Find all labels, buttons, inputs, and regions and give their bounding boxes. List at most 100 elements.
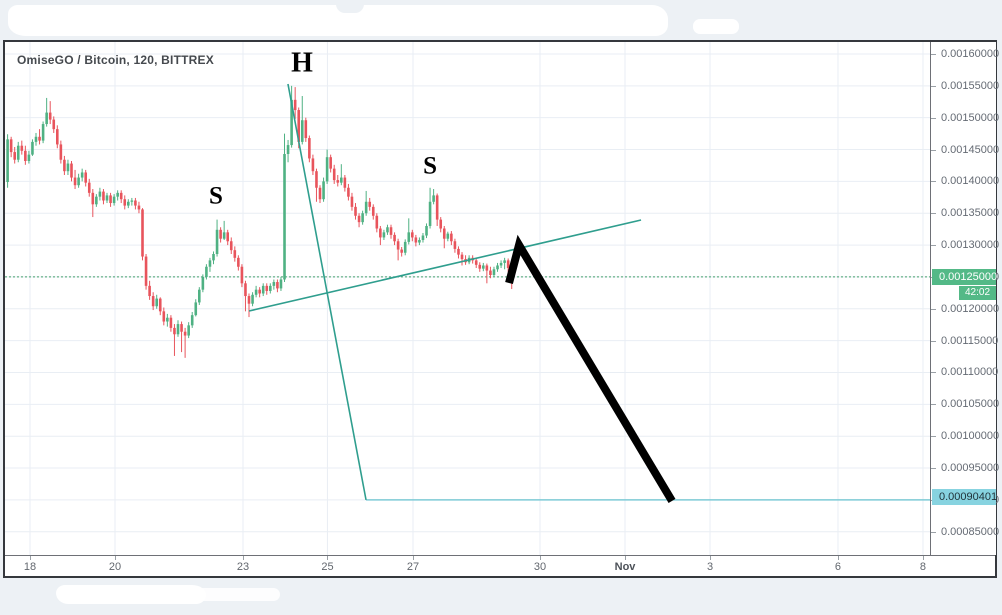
candle-body	[77, 177, 80, 186]
candle-body	[52, 119, 56, 130]
head-and-shoulders-label-shoulder[interactable]: S	[423, 153, 437, 180]
candle-body	[247, 296, 251, 304]
price-tick-dash	[931, 213, 936, 214]
candle-body	[226, 232, 230, 242]
candle-body	[396, 241, 400, 250]
head-breakdown-line[interactable]	[287, 83, 367, 501]
whiteout-smudge	[195, 588, 280, 601]
candle-body	[102, 191, 105, 201]
candle-body	[308, 138, 311, 159]
neckline[interactable]	[248, 219, 642, 312]
candle-body	[375, 215, 379, 229]
time-tick-label: 30	[533, 561, 547, 573]
candle-body	[311, 158, 315, 172]
candle-body	[9, 139, 13, 153]
candle-body	[134, 200, 137, 206]
candle-body	[34, 136, 38, 142]
candle-body	[162, 311, 166, 322]
candle-body	[63, 159, 66, 172]
time-tick-dash	[30, 556, 31, 560]
candle-body	[173, 327, 176, 335]
candle-body	[198, 289, 201, 303]
candle-body	[80, 172, 84, 178]
whiteout-smudge	[56, 585, 206, 604]
candle-body	[265, 285, 269, 291]
candle-body	[176, 324, 180, 335]
candle-body	[354, 206, 357, 216]
price-axis[interactable]: 0.00125000 42:02 0.00090401 0.00160000 0.…	[930, 42, 1000, 555]
candle-body	[141, 209, 144, 257]
time-tick-dash	[327, 556, 328, 560]
candle-body	[13, 152, 16, 160]
time-tick-label: Nov	[614, 561, 636, 573]
candle-body	[400, 249, 403, 253]
candle-body	[329, 157, 332, 169]
candle-body	[379, 228, 382, 238]
candle-body	[56, 129, 59, 145]
candle-body	[435, 195, 439, 220]
price-tick-dash	[931, 309, 936, 310]
price-tick-dash	[931, 532, 936, 533]
time-tick-label: 3	[706, 561, 714, 573]
candle-body	[485, 265, 489, 271]
candle-body	[418, 239, 421, 243]
price-tick-label: 0.00085000	[941, 525, 1000, 538]
candle-body	[73, 177, 77, 186]
candle-body	[201, 276, 205, 290]
candle-body	[428, 201, 432, 226]
head-and-shoulders-label-head[interactable]: H	[291, 47, 313, 78]
head-and-shoulders-label-shoulder[interactable]: S	[209, 183, 223, 210]
time-axis[interactable]: 18 20 23 25 27 30 Nov 3 6 8	[5, 555, 995, 575]
price-tick-label: 0.00135000	[941, 207, 1000, 220]
price-tick-label: 0.00140000	[941, 175, 1000, 188]
candle-body	[442, 228, 446, 239]
candle-body	[332, 168, 336, 181]
candle-body	[371, 206, 375, 216]
candle-body	[119, 192, 123, 200]
candle-body	[208, 260, 212, 267]
price-tick-label: 0.00115000	[941, 334, 999, 347]
candle-body	[31, 141, 34, 155]
candle-body	[194, 302, 198, 316]
price-tick-label: 0.00155000	[941, 79, 1000, 92]
candle-body	[272, 282, 276, 286]
candle-body	[109, 195, 112, 204]
symbol-title: OmiseGO / Bitcoin, 120, BITTREX	[17, 53, 214, 67]
price-tick-dash	[931, 341, 936, 342]
target-price-badge: 0.00090401	[932, 489, 997, 506]
candlestick-plot-canvas[interactable]: S H S	[5, 42, 930, 555]
price-tick-label: 0.00100000	[941, 430, 1000, 443]
price-tick-dash	[931, 150, 936, 151]
candle-body	[27, 154, 31, 161]
candle-body	[283, 153, 286, 280]
candle-body	[389, 227, 393, 235]
price-tick-dash	[931, 436, 936, 437]
time-tick-label: 27	[406, 561, 420, 573]
candle-body	[84, 172, 88, 183]
candle-body	[187, 325, 190, 336]
price-tick-dash	[931, 245, 936, 246]
price-tick-label: 0.00105000	[941, 398, 1000, 411]
candle-body	[411, 232, 414, 238]
candle-body	[215, 229, 219, 255]
price-tick-label: 0.00110000	[941, 366, 999, 379]
candle-body	[98, 191, 102, 197]
candle-body	[16, 145, 20, 160]
candle-body	[386, 227, 389, 233]
time-tick-dash	[540, 556, 541, 560]
price-tick-dash	[931, 86, 936, 87]
candle-body	[66, 163, 70, 172]
candle-body	[251, 294, 254, 304]
candle-body	[41, 124, 45, 141]
price-tick-dash	[931, 404, 936, 405]
time-tick-label: 8	[919, 561, 927, 573]
price-tick-dash	[931, 181, 936, 182]
candle-countdown-badge: 42:02	[959, 286, 996, 301]
candle-body	[293, 99, 297, 111]
candle-body	[269, 285, 272, 291]
candle-body	[212, 254, 215, 261]
candle-body	[290, 99, 293, 146]
candle-body	[393, 234, 396, 242]
projection-arrow[interactable]	[505, 234, 676, 504]
